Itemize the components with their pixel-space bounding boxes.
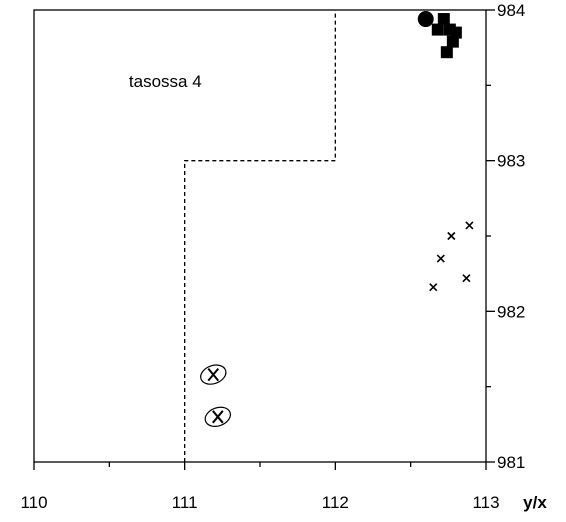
x-tick-label: 113	[472, 493, 499, 512]
circle-point	[417, 11, 434, 28]
annotation-tasossa-4: tasossa 4	[129, 72, 202, 91]
boundary-layer	[184, 10, 336, 462]
circled-cross-point	[204, 406, 232, 427]
y-tick-label: 982	[497, 302, 525, 321]
x-tick-label: 111	[172, 493, 198, 512]
y-tick-label: 984	[497, 1, 525, 20]
cross-point	[462, 274, 471, 283]
y-tick-label: 981	[497, 453, 525, 472]
cross-point	[436, 254, 445, 263]
square-point	[437, 13, 450, 26]
square-point	[431, 23, 444, 36]
x-axis-title: y/x	[523, 493, 547, 512]
x-tick-label: 112	[322, 493, 349, 512]
data-points	[200, 11, 474, 427]
cross-point	[429, 283, 438, 292]
square-point	[446, 35, 459, 48]
y-tick-label: 983	[497, 152, 525, 171]
x-tick-label: 110	[20, 493, 47, 512]
circled-cross-point	[200, 364, 227, 385]
cross-point	[447, 231, 456, 241]
plot-frame	[33, 9, 487, 463]
square-point	[449, 26, 462, 39]
cross-point	[465, 221, 474, 230]
dashed-boundary-line	[184, 10, 336, 462]
square-point	[440, 46, 453, 59]
y-axis-ticks: 981 982 983 984	[486, 1, 525, 472]
x-axis-ticks: 110 111 112 113	[20, 462, 500, 512]
